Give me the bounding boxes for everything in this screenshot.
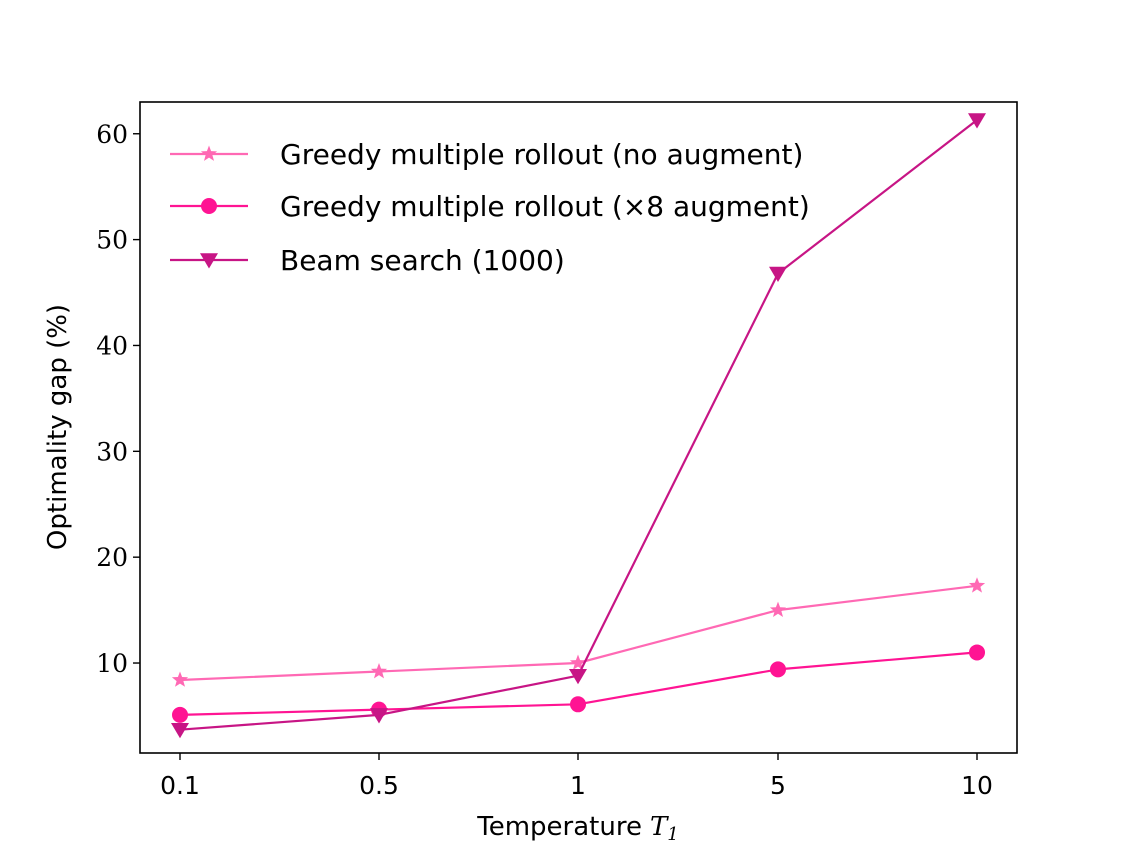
series-3 bbox=[171, 113, 986, 739]
legend: Greedy multiple rollout (no augment) Gree… bbox=[170, 138, 810, 277]
x-axis: 0.1 0.5 1 5 10 bbox=[160, 753, 993, 800]
data-point bbox=[171, 671, 189, 687]
data-point bbox=[569, 654, 587, 670]
legend-marker bbox=[201, 198, 217, 214]
x-axis-label: Temperature T1 bbox=[476, 812, 679, 845]
legend-marker bbox=[200, 145, 218, 161]
data-point bbox=[171, 722, 189, 739]
data-point bbox=[770, 661, 786, 678]
legend-label: Greedy multiple rollout (×8 augment) bbox=[280, 190, 810, 223]
legend-entry: Greedy multiple rollout (no augment) bbox=[170, 138, 803, 171]
y-tick-label: 30 bbox=[96, 437, 128, 466]
x-tick-label: 0.5 bbox=[359, 771, 399, 800]
series-layer bbox=[171, 113, 986, 739]
data-point bbox=[968, 113, 986, 129]
legend-entry: Greedy multiple rollout (×8 augment) bbox=[170, 190, 810, 223]
series-1 bbox=[171, 577, 986, 687]
legend-label: Beam search (1000) bbox=[280, 244, 565, 277]
legend-entry: Beam search (1000) bbox=[170, 244, 565, 277]
x-tick-label: 5 bbox=[770, 771, 786, 800]
data-point bbox=[769, 266, 787, 283]
y-axis: 10 20 30 40 50 60 bbox=[96, 120, 140, 678]
data-point bbox=[370, 708, 388, 724]
data-point bbox=[370, 663, 388, 679]
data-point bbox=[769, 601, 787, 617]
y-tick-label: 50 bbox=[96, 226, 128, 255]
legend-label: Greedy multiple rollout (no augment) bbox=[280, 138, 803, 171]
data-point bbox=[570, 696, 586, 713]
y-tick-label: 20 bbox=[96, 543, 128, 572]
y-tick-label: 10 bbox=[96, 649, 128, 678]
data-point bbox=[968, 577, 986, 593]
x-tick-label: 10 bbox=[961, 771, 993, 800]
data-point bbox=[569, 668, 587, 685]
x-tick-label: 0.1 bbox=[160, 771, 200, 800]
data-point bbox=[172, 706, 188, 723]
y-tick-label: 40 bbox=[96, 331, 128, 360]
data-point bbox=[969, 644, 985, 661]
series-2 bbox=[172, 644, 985, 723]
y-axis-label: Optimality gap (%) bbox=[43, 304, 73, 550]
legend-marker bbox=[200, 253, 218, 269]
x-tick-label: 1 bbox=[570, 771, 586, 800]
y-tick-label: 60 bbox=[96, 120, 128, 149]
